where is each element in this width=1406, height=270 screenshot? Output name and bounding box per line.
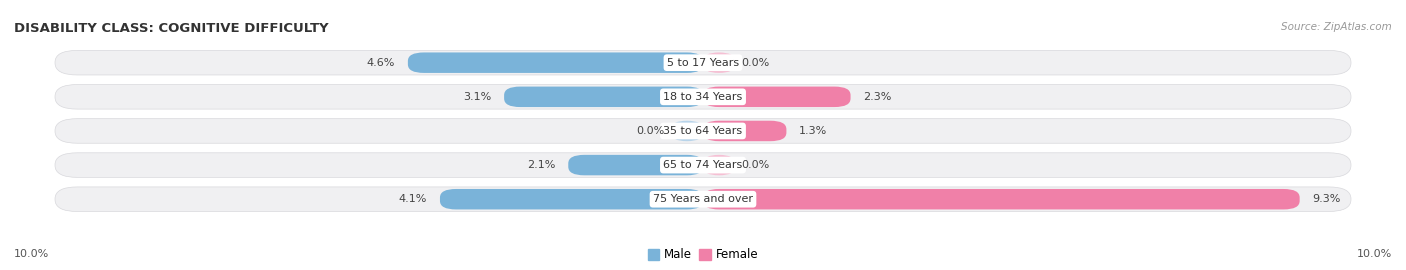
FancyBboxPatch shape	[55, 50, 1351, 75]
Text: 18 to 34 Years: 18 to 34 Years	[664, 92, 742, 102]
Text: DISABILITY CLASS: COGNITIVE DIFFICULTY: DISABILITY CLASS: COGNITIVE DIFFICULTY	[14, 22, 329, 35]
FancyBboxPatch shape	[505, 87, 703, 107]
Text: 10.0%: 10.0%	[1357, 249, 1392, 259]
FancyBboxPatch shape	[703, 121, 786, 141]
FancyBboxPatch shape	[55, 85, 1351, 109]
FancyBboxPatch shape	[568, 155, 703, 175]
Text: 1.3%: 1.3%	[799, 126, 828, 136]
Text: 9.3%: 9.3%	[1312, 194, 1341, 204]
FancyBboxPatch shape	[671, 121, 703, 141]
Text: 5 to 17 Years: 5 to 17 Years	[666, 58, 740, 68]
Text: 0.0%: 0.0%	[741, 58, 769, 68]
FancyBboxPatch shape	[55, 187, 1351, 211]
FancyBboxPatch shape	[703, 155, 735, 175]
Text: 2.1%: 2.1%	[527, 160, 555, 170]
Text: 2.3%: 2.3%	[863, 92, 891, 102]
Text: 3.1%: 3.1%	[463, 92, 491, 102]
FancyBboxPatch shape	[703, 189, 1299, 210]
Text: 4.1%: 4.1%	[399, 194, 427, 204]
Text: 65 to 74 Years: 65 to 74 Years	[664, 160, 742, 170]
FancyBboxPatch shape	[55, 119, 1351, 143]
Text: 10.0%: 10.0%	[14, 249, 49, 259]
Text: 0.0%: 0.0%	[637, 126, 665, 136]
FancyBboxPatch shape	[408, 52, 703, 73]
Legend: Male, Female: Male, Female	[643, 244, 763, 266]
Text: 4.6%: 4.6%	[367, 58, 395, 68]
FancyBboxPatch shape	[703, 52, 735, 73]
Text: 35 to 64 Years: 35 to 64 Years	[664, 126, 742, 136]
Text: Source: ZipAtlas.com: Source: ZipAtlas.com	[1281, 22, 1392, 32]
FancyBboxPatch shape	[703, 87, 851, 107]
FancyBboxPatch shape	[440, 189, 703, 210]
Text: 75 Years and over: 75 Years and over	[652, 194, 754, 204]
Text: 0.0%: 0.0%	[741, 160, 769, 170]
FancyBboxPatch shape	[55, 153, 1351, 177]
